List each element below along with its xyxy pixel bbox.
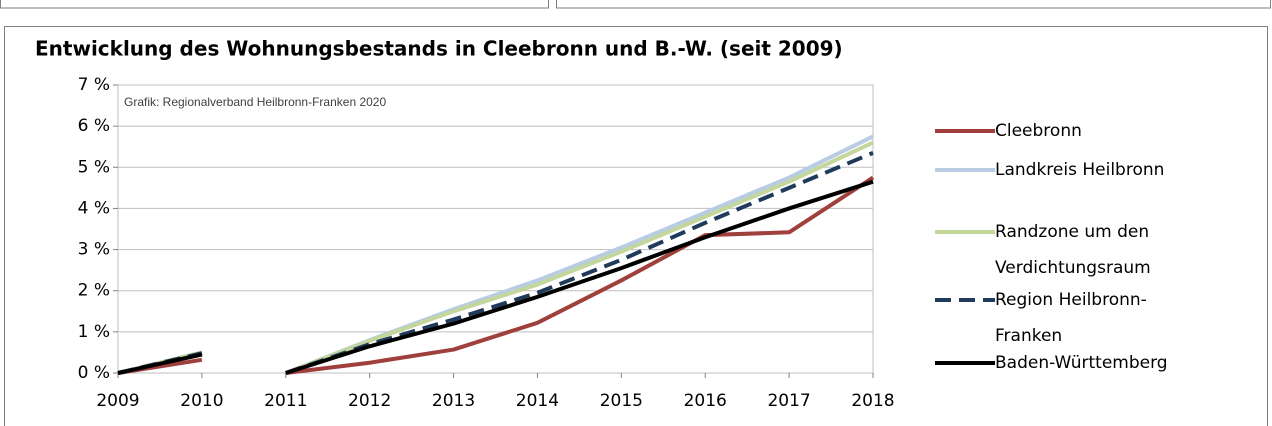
y-tick-label: 1 % <box>78 322 110 342</box>
x-tick-label: 2013 <box>432 391 475 411</box>
top-panel <box>556 0 1271 9</box>
x-tick-label: 2010 <box>180 391 223 411</box>
x-tick-label: 2011 <box>264 391 307 411</box>
series-line <box>117 175 875 375</box>
legend-label: Randzone um den Verdichtungsraum <box>995 222 1151 278</box>
y-tick-label: 6 % <box>78 116 110 136</box>
y-tick-label: 2 % <box>78 281 110 301</box>
x-tick-label: 2015 <box>600 391 643 411</box>
y-tick-label: 5 % <box>78 157 110 177</box>
legend-label: Region Heilbronn-Franken <box>995 290 1147 346</box>
x-tick-label: 2014 <box>516 391 559 411</box>
legend-label: Baden-Württemberg <box>995 353 1168 373</box>
top-panel <box>0 0 549 9</box>
annotation: Grafik: Regionalverband Heilbronn-Franke… <box>124 95 386 109</box>
x-tick-label: 2012 <box>348 391 391 411</box>
series-line <box>117 140 874 375</box>
y-tick-label: 0 % <box>78 363 110 383</box>
series-line <box>117 179 874 375</box>
chart-title: Entwicklung des Wohnungsbestands in Clee… <box>35 37 843 61</box>
x-tick-label: 2009 <box>96 391 139 411</box>
y-tick-label: 3 % <box>78 240 110 260</box>
chart-frame <box>4 26 1268 426</box>
y-tick-label: 7 % <box>78 75 110 95</box>
x-tick-label: 2017 <box>767 391 810 411</box>
plot-area <box>117 84 874 374</box>
x-tick-label: 2018 <box>851 391 894 411</box>
x-tick-label: 2016 <box>684 391 727 411</box>
series-line <box>117 151 874 375</box>
legend-label: Landkreis Heilbronn <box>995 160 1165 180</box>
y-tick-label: 4 % <box>78 198 110 218</box>
legend-label: Cleebronn <box>995 121 1082 141</box>
